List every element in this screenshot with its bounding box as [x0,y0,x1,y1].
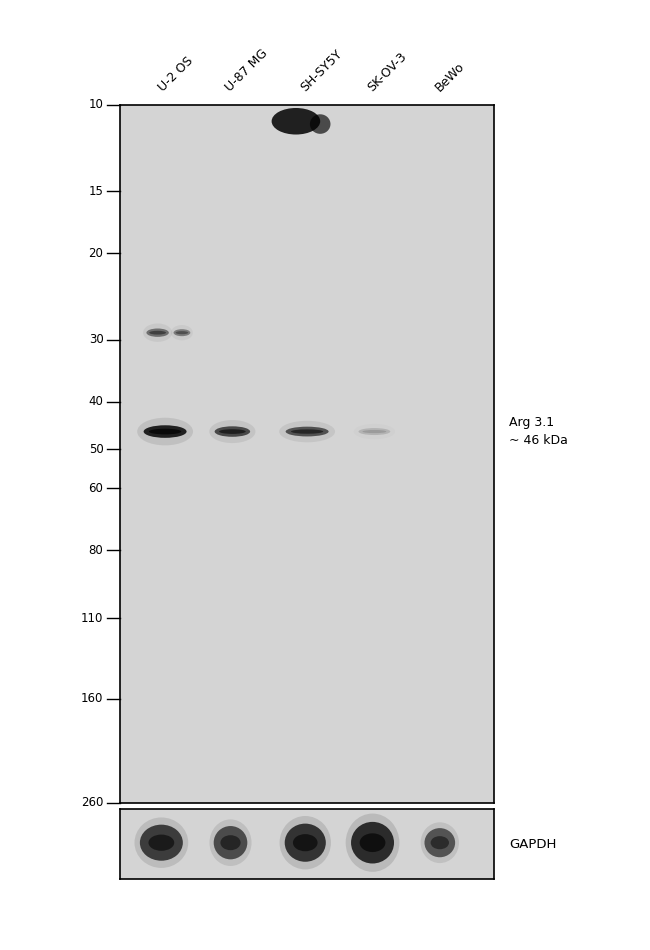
Ellipse shape [220,835,240,850]
Ellipse shape [135,817,188,868]
Ellipse shape [146,329,169,337]
Text: SK-OV-3: SK-OV-3 [365,49,410,94]
Ellipse shape [219,429,246,434]
Ellipse shape [143,323,172,342]
Ellipse shape [359,428,390,435]
Text: U-2 OS: U-2 OS [156,54,196,94]
Text: BeWo: BeWo [432,60,467,94]
Text: 80: 80 [88,543,103,557]
Ellipse shape [209,420,255,443]
Ellipse shape [148,834,174,851]
Text: U-87 MG: U-87 MG [223,47,270,94]
Text: 20: 20 [88,247,103,259]
Text: 50: 50 [88,443,103,456]
Ellipse shape [149,428,181,434]
Text: 110: 110 [81,612,103,625]
Ellipse shape [174,330,190,336]
Text: SH-SY5Y: SH-SY5Y [298,48,344,94]
Text: 60: 60 [88,482,103,495]
Text: 15: 15 [88,185,103,198]
Ellipse shape [421,823,459,864]
Ellipse shape [209,820,252,866]
Text: 10: 10 [88,98,103,111]
Text: GAPDH: GAPDH [509,838,556,850]
Ellipse shape [293,834,318,851]
Ellipse shape [144,426,187,438]
Ellipse shape [280,816,331,869]
Ellipse shape [363,430,386,433]
Ellipse shape [359,833,385,852]
Ellipse shape [346,813,399,872]
Ellipse shape [137,418,193,446]
Ellipse shape [351,822,394,864]
Ellipse shape [285,824,326,862]
Ellipse shape [291,429,323,434]
Text: 30: 30 [88,333,103,347]
Ellipse shape [150,331,166,334]
Ellipse shape [171,325,193,340]
Ellipse shape [310,114,330,134]
Ellipse shape [214,427,250,437]
Ellipse shape [280,421,335,443]
Text: 160: 160 [81,693,103,705]
Text: 40: 40 [88,395,103,408]
Ellipse shape [424,828,455,857]
Ellipse shape [430,836,449,849]
Ellipse shape [272,108,320,135]
Ellipse shape [285,427,329,436]
Text: 260: 260 [81,796,103,809]
Ellipse shape [214,826,247,860]
Ellipse shape [176,332,188,334]
Text: Arg 3.1
~ 46 kDa: Arg 3.1 ~ 46 kDa [509,416,568,447]
Ellipse shape [140,825,183,861]
